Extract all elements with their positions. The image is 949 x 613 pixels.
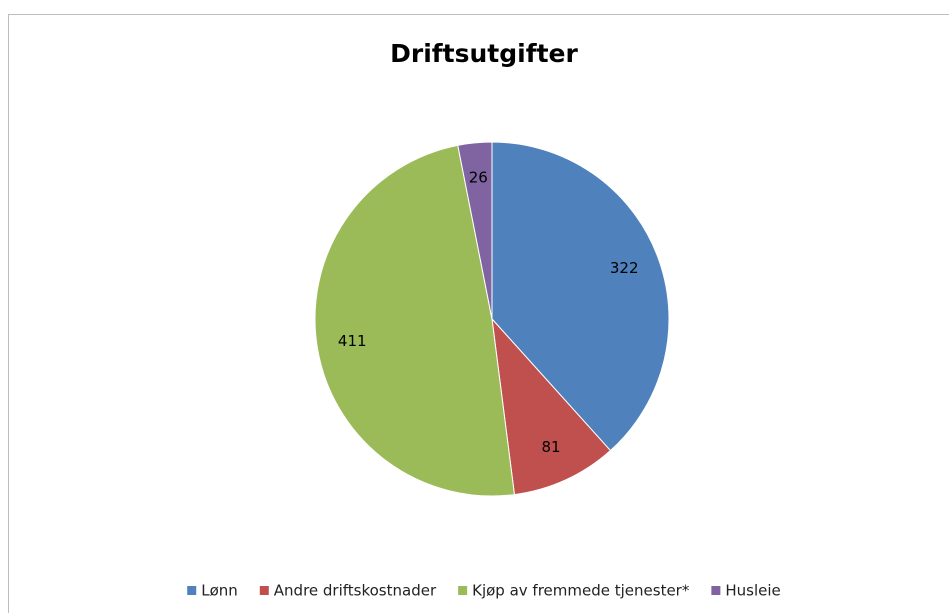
legend-label: Husleie (725, 582, 780, 600)
pie-slice (457, 141, 493, 320)
chart-title: Driftsutgifter (390, 39, 578, 68)
legend-label: Andre driftskostnader (274, 582, 437, 600)
legend-label: Lønn (201, 582, 238, 600)
pie-slice (314, 144, 516, 497)
legend-label: Kjøp av fremmede tjenester* (472, 582, 690, 600)
pie-slice (491, 141, 670, 452)
data-label: 322 (610, 259, 639, 277)
legend-swatch (259, 586, 269, 595)
data-label: 411 (338, 332, 367, 350)
pie-slice (491, 317, 612, 496)
legend-swatch (458, 586, 468, 595)
legend-swatch (187, 586, 197, 595)
data-label: 81 (541, 438, 560, 456)
data-label: 26 (469, 169, 488, 187)
legend-swatch (711, 586, 721, 595)
